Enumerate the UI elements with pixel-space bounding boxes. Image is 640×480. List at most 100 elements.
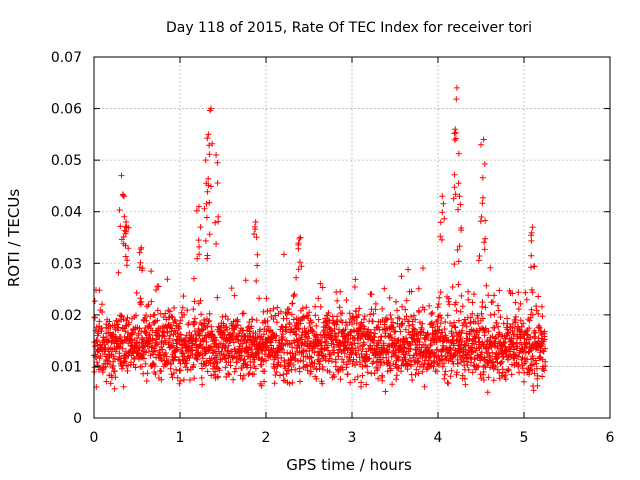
data-point: [308, 319, 315, 326]
data-point: [408, 288, 415, 295]
data-point: [496, 287, 503, 294]
data-point: [183, 360, 190, 367]
data-point: [438, 315, 445, 321]
data-point: [99, 301, 105, 308]
data-point: [462, 381, 469, 388]
data-point: [367, 311, 374, 318]
data-point: [472, 319, 479, 325]
data-point: [469, 310, 476, 317]
data-point: [297, 234, 304, 241]
data-point: [202, 157, 209, 164]
data-point: [157, 352, 164, 359]
data-point: [292, 351, 299, 358]
data-point: [452, 126, 459, 133]
data-point: [148, 298, 155, 305]
data-point: [447, 373, 454, 380]
data-point: [152, 371, 159, 377]
data-point: [479, 315, 486, 322]
data-point: [158, 355, 164, 362]
data-point: [197, 224, 204, 231]
data-point: [122, 322, 129, 329]
data-point: [389, 381, 396, 388]
data-point: [403, 335, 410, 341]
data-point: [406, 322, 412, 329]
data-point: [361, 341, 368, 348]
data-point: [147, 352, 154, 359]
data-point: [517, 317, 524, 324]
data-point: [133, 312, 139, 319]
data-point: [504, 320, 511, 327]
data-point: [453, 84, 460, 91]
data-point: [153, 287, 159, 293]
data-point: [187, 377, 193, 383]
data-point: [310, 328, 317, 335]
data-point: [106, 318, 113, 325]
data-point: [118, 312, 125, 319]
data-point: [360, 342, 366, 349]
data-point: [190, 306, 197, 313]
data-point: [516, 369, 523, 376]
data-point: [410, 312, 417, 319]
data-point: [455, 150, 462, 157]
data-point: [321, 327, 328, 334]
data-point: [508, 371, 515, 378]
data-point: [146, 321, 153, 328]
data-point: [526, 317, 533, 324]
data-point: [487, 355, 493, 361]
data-point: [485, 292, 492, 299]
data-point: [485, 328, 492, 335]
data-point: [453, 135, 459, 142]
data-point: [303, 362, 310, 369]
data-point: [231, 292, 238, 299]
data-point: [326, 369, 333, 375]
data-point: [286, 380, 293, 387]
data-point: [317, 303, 324, 310]
data-point: [306, 309, 313, 316]
data-point: [480, 377, 487, 383]
data-point: [226, 371, 233, 378]
data-point: [392, 328, 399, 335]
data-point: [204, 252, 211, 259]
data-point: [341, 330, 348, 337]
data-point: [198, 311, 205, 318]
data-point: [286, 306, 292, 312]
data-point: [444, 336, 451, 343]
data-point: [446, 346, 453, 353]
data-point: [541, 328, 548, 335]
data-point: [224, 347, 231, 354]
data-point: [434, 368, 440, 375]
data-point: [283, 328, 290, 335]
data-point: [541, 336, 548, 343]
data-point: [451, 184, 458, 191]
data-point: [132, 364, 139, 371]
data-point: [257, 326, 263, 333]
data-point: [214, 374, 221, 381]
data-point: [416, 309, 423, 315]
data-point: [378, 333, 385, 340]
data-point: [251, 371, 257, 377]
data-point: [533, 307, 540, 314]
data-point: [493, 320, 500, 326]
data-point: [384, 348, 391, 355]
data-point: [383, 354, 390, 361]
data-point: [225, 342, 232, 349]
data-point: [452, 324, 459, 331]
data-point: [413, 366, 420, 373]
data-point: [92, 314, 98, 321]
data-point: [273, 319, 280, 326]
data-point: [461, 341, 468, 348]
data-point: [357, 359, 363, 366]
data-point: [480, 136, 487, 143]
data-point: [512, 299, 519, 306]
data-point: [295, 358, 301, 365]
data-point: [193, 207, 200, 214]
data-point: [281, 359, 288, 365]
data-point: [471, 355, 478, 362]
data-point: [529, 311, 536, 318]
data-point: [379, 374, 386, 380]
data-point: [296, 259, 303, 266]
data-point: [372, 306, 379, 313]
y-tick-label: 0.02: [51, 308, 82, 324]
data-point: [215, 213, 222, 220]
data-point: [251, 356, 258, 363]
